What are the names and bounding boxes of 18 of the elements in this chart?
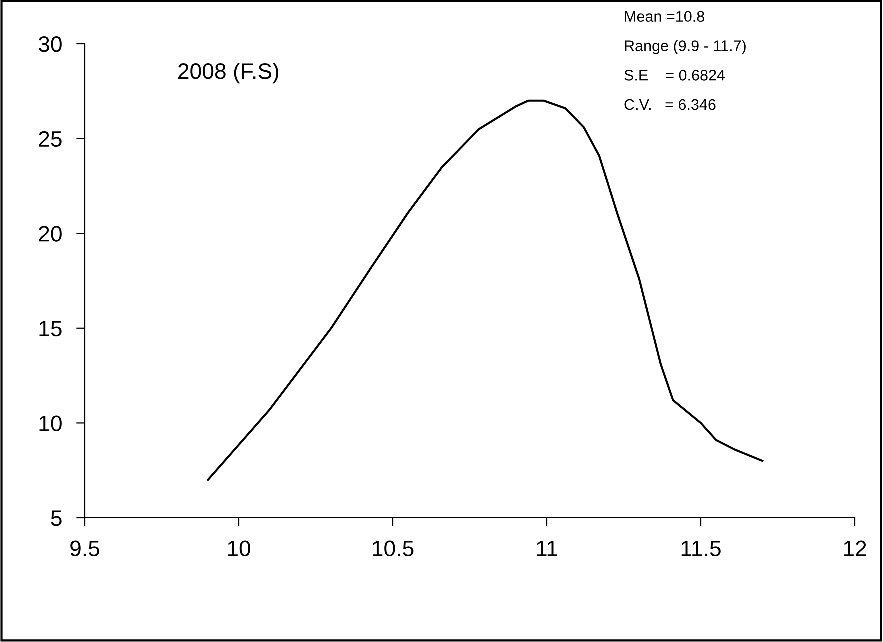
annotation: C.V. = 6.346 bbox=[624, 99, 716, 110]
y-tick-label: 10 bbox=[40, 416, 62, 432]
x-tick-label: 11.5 bbox=[682, 541, 721, 557]
y-tick-label: 20 bbox=[39, 226, 62, 242]
x-tick-label: 11 bbox=[537, 541, 558, 556]
y-tick-label: 30 bbox=[38, 36, 62, 52]
y-tick-label: 25 bbox=[39, 131, 62, 148]
text: 2008 (F.S) bbox=[178, 62, 279, 84]
annotation: S.E = 0.6824 bbox=[624, 70, 726, 81]
y-tick-label: 5 bbox=[51, 510, 62, 526]
annotation: Range (9.9 - 11.7) bbox=[625, 40, 746, 54]
x-tick-label: 10 bbox=[228, 540, 250, 557]
text: Mean =10.8 bbox=[625, 11, 704, 22]
line-series bbox=[207, 100, 764, 482]
x-tick-label: 10.5 bbox=[373, 540, 414, 557]
x-tick-label: 9.5 bbox=[70, 540, 100, 557]
x-tick-label: 12 bbox=[844, 540, 866, 556]
y-tick-label: 15 bbox=[40, 321, 62, 337]
